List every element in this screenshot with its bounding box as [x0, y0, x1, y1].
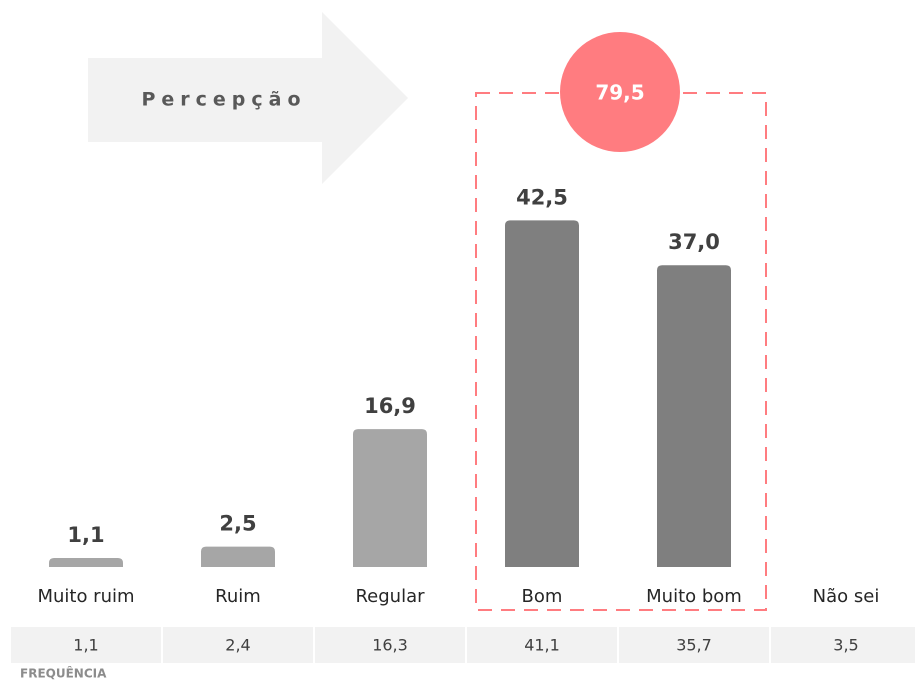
banner: Percepção [141, 89, 306, 111]
value-label: 42,5 [516, 185, 568, 209]
value-label: 1,1 [67, 523, 104, 547]
bar [49, 558, 123, 567]
value-label: 2,5 [219, 512, 256, 536]
highlight-circle [560, 32, 680, 152]
bar [657, 265, 731, 567]
frequency-value: 2,4 [225, 636, 250, 655]
category-label: Não sei [813, 586, 880, 607]
frequency-cell [11, 627, 161, 663]
frequency-value: 16,3 [372, 636, 408, 655]
highlight-label: 79,5 [595, 81, 644, 105]
value-label: 16,9 [364, 394, 416, 418]
category-label: Muito ruim [37, 586, 134, 607]
frequency-cell [315, 627, 465, 663]
value-label: 37,0 [668, 230, 720, 254]
frequency-value: 41,1 [524, 636, 560, 655]
frequency-cell [619, 627, 769, 663]
bar [505, 220, 579, 567]
frequency-value: 1,1 [73, 636, 98, 655]
frequency-value: 3,5 [833, 636, 858, 655]
category-label: Regular [355, 586, 425, 607]
arrow [88, 12, 408, 184]
frequency-cell [467, 627, 617, 663]
category-label: Muito bom [646, 586, 742, 607]
category-label: Bom [522, 586, 563, 607]
frequency-value: 35,7 [676, 636, 712, 655]
frequency-cell [771, 627, 915, 663]
bar [201, 546, 275, 567]
bar [353, 429, 427, 567]
category-label: Ruim [215, 586, 261, 607]
frequency-label: FREQUÊNCIA [20, 666, 107, 681]
frequency-cell [163, 627, 313, 663]
